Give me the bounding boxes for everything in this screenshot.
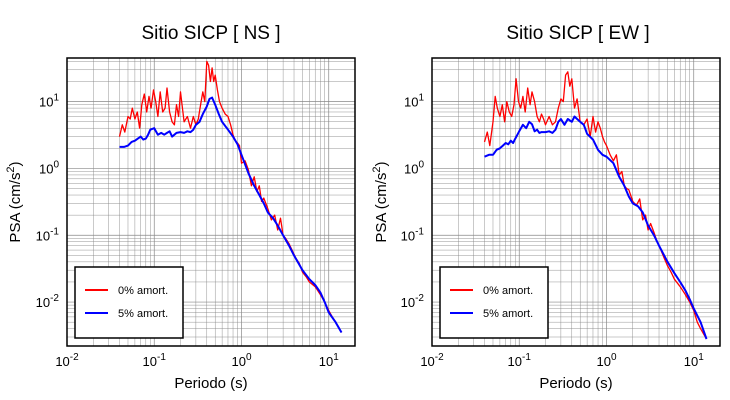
x-tick-label: 101 [319,352,339,369]
y-tick-label: 101 [404,93,424,110]
y-axis-label: PSA (cm/s2) [371,161,390,242]
x-tick-label: 100 [596,352,616,369]
x-tick-label: 10-2 [55,352,79,369]
legend-box [439,266,549,339]
legend-label-5pct: 5% amort. [483,308,533,320]
chart-title: Sitio SICP [ NS ] [141,23,280,44]
chart-panel-1: 10-2 10-1 100 101 10-2 10-1 100 101 Sitio SICP [… [371,23,721,392]
y-tick-label: 101 [39,93,59,110]
series-line-5pct [484,115,708,340]
x-tick-label: 100 [231,352,251,369]
y-tick-label: 10-1 [401,226,425,243]
chart-title: Sitio SICP [ EW ] [506,23,649,44]
x-tick-label: 10-1 [508,352,532,369]
legend-label-0pct: 0% amort. [483,285,533,297]
y-tick-label: 10-1 [36,226,60,243]
x-tick-label: 10-1 [143,352,167,369]
y-tick-label: 100 [404,159,424,176]
grid [431,58,721,346]
y-tick-label: 10-2 [36,293,60,310]
legend-label-5pct: 5% amort. [118,308,168,320]
legend: 0% amort. 5% amort. [74,266,184,339]
y-axis-label: PSA (cm/s2) [5,161,24,242]
series-line-5pct [119,96,343,333]
x-tick-label: 10-2 [420,352,444,369]
plot-frame [66,57,356,347]
x-tick-label: 101 [684,352,704,369]
chart-panel-0: 10-2 10-1 100 101 10-2 10-1 100 101 Sitio SICP [… [5,23,356,392]
legend: 0% amort. 5% amort. [439,266,549,339]
x-axis-label: Periodo (s) [539,375,612,392]
legend-box [74,266,184,339]
x-axis-label: Periodo (s) [174,375,247,392]
y-tick-label: 100 [39,159,59,176]
plot-frame [431,57,721,347]
y-tick-label: 10-2 [401,293,425,310]
legend-label-0pct: 0% amort. [118,285,168,297]
grid [66,58,356,346]
